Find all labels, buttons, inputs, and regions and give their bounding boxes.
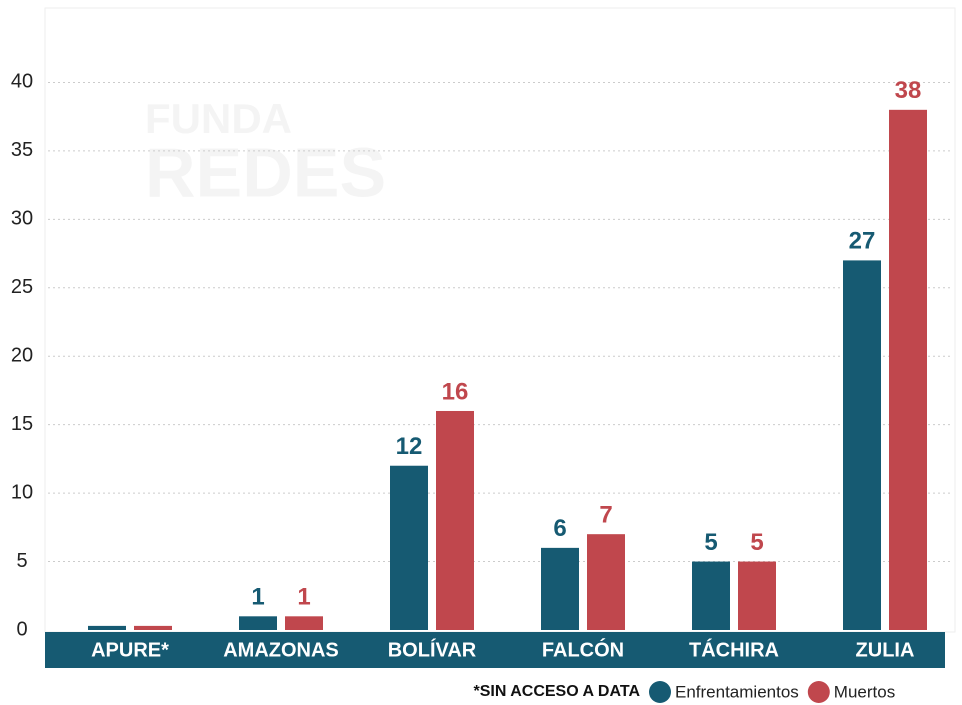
x-tick-label: ZULIA — [856, 639, 915, 661]
y-tick-label: 20 — [11, 345, 33, 367]
legend-swatch — [649, 681, 671, 703]
x-tick-label: FALCÓN — [542, 637, 624, 661]
x-tick-label: APURE* — [91, 639, 169, 661]
bar — [436, 410, 474, 630]
watermark: REDES — [145, 133, 386, 211]
data-label: 12 — [396, 433, 423, 460]
bar — [541, 547, 579, 630]
bar — [285, 616, 323, 630]
footnote: *SIN ACCESO A DATA — [473, 683, 640, 700]
y-tick-label: 35 — [11, 139, 33, 161]
y-tick-label: 30 — [11, 208, 33, 230]
bar — [692, 561, 730, 630]
watermark: FUNDA — [145, 95, 292, 142]
bar — [843, 260, 881, 630]
bar — [390, 465, 428, 630]
y-tick-label: 5 — [16, 550, 27, 572]
bar — [134, 625, 172, 630]
legend-label: Enfrentamientos — [675, 682, 799, 701]
y-tick-label: 0 — [16, 618, 27, 640]
data-label: 38 — [895, 77, 922, 104]
y-tick-label: 40 — [11, 71, 33, 93]
data-label: 7 — [599, 502, 612, 529]
y-tick-label: 25 — [11, 276, 33, 298]
data-label: 1 — [251, 584, 264, 611]
bar — [88, 625, 126, 630]
data-label: 27 — [849, 228, 876, 255]
y-tick-label: 10 — [11, 481, 33, 503]
data-label: 5 — [750, 529, 763, 556]
legend-swatch — [807, 681, 830, 703]
plot-area — [44, 7, 956, 633]
data-label: 1 — [297, 584, 310, 611]
data-label: 16 — [442, 378, 469, 405]
bar — [889, 109, 927, 631]
bar — [239, 616, 277, 630]
legend-label: Muertos — [834, 682, 895, 701]
data-label: 5 — [704, 529, 717, 556]
x-tick-label: TÁCHIRA — [689, 638, 779, 661]
y-tick-label: 15 — [11, 413, 33, 435]
category-band — [45, 632, 945, 668]
data-label: 6 — [553, 515, 566, 542]
bar — [738, 561, 776, 630]
bar — [587, 534, 625, 630]
x-tick-label: AMAZONAS — [223, 639, 339, 661]
x-tick-label: BOLÍVAR — [388, 638, 477, 661]
